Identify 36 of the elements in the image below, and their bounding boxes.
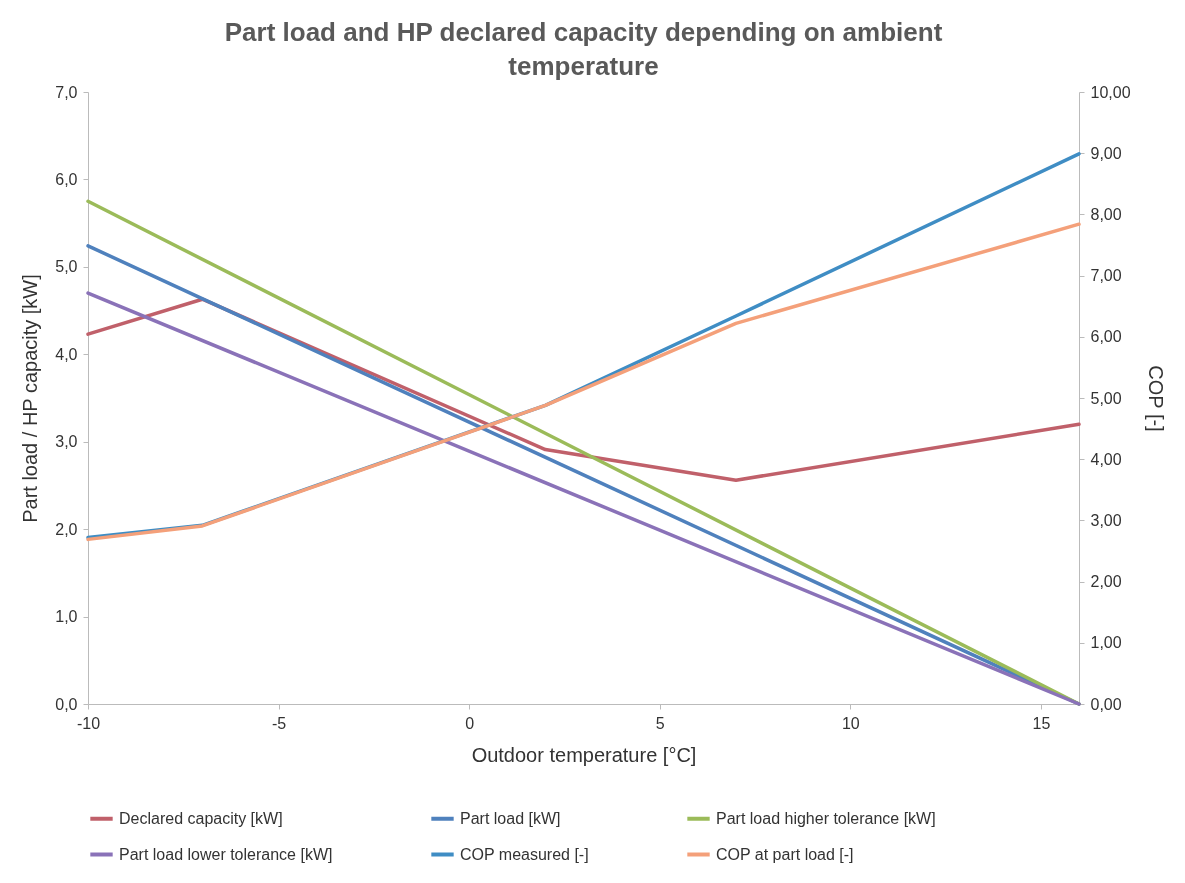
y2-tick-label: 2,00 <box>1090 573 1122 591</box>
x-tick-label: 5 <box>655 714 665 732</box>
y-tick-label: 5,0 <box>55 258 78 276</box>
legend-label: COP at part load [-] <box>716 845 854 863</box>
x-axis-title: Outdoor temperature [°C] <box>471 743 697 766</box>
x-tick-label: 15 <box>1032 714 1051 732</box>
y2-tick-label: 4,00 <box>1090 450 1122 468</box>
y-axis-title: Part load / HP capacity [kW] <box>19 274 42 523</box>
x-tick-label: 10 <box>841 714 860 732</box>
y2-tick-label: 9,00 <box>1090 144 1122 162</box>
y-tick-label: 3,0 <box>55 433 78 451</box>
y-tick-label: 6,0 <box>55 170 78 188</box>
chart-title: Part load and HP declared capacity depending on ambient temperature <box>224 17 943 81</box>
x-tick-label: -5 <box>271 714 287 732</box>
y2-tick-label: 0,00 <box>1090 695 1122 713</box>
legend-label: COP measured [-] <box>460 845 589 863</box>
line-series <box>86 222 1081 542</box>
legend-label: Part load lower tolerance [kW] <box>119 845 333 863</box>
y-tick-label: 1,0 <box>55 608 78 626</box>
y-tick-label: 4,0 <box>55 345 78 363</box>
legend-label: Part load [kW] <box>460 809 561 827</box>
y2-tick-label: 8,00 <box>1090 205 1122 223</box>
x-tick-label: 0 <box>465 714 475 732</box>
y-tick-label: 0,0 <box>55 695 78 713</box>
y2-tick-label: 1,00 <box>1090 634 1122 652</box>
y2-tick-label: 5,00 <box>1090 389 1122 407</box>
y2-axis-title: COP [-] <box>1144 365 1167 432</box>
x-tick-label: -10 <box>76 714 101 732</box>
y2-tick-label: 6,00 <box>1090 328 1122 346</box>
legend-label: Part load higher tolerance [kW] <box>716 809 936 827</box>
legend-label: Declared capacity [kW] <box>119 809 283 827</box>
y2-tick-label: 10,00 <box>1090 83 1131 101</box>
y2-tick-label: 3,00 <box>1090 511 1122 529</box>
y-tick-label: 7,0 <box>55 83 78 101</box>
y2-tick-label: 7,00 <box>1090 267 1122 285</box>
y-tick-label: 2,0 <box>55 520 78 538</box>
